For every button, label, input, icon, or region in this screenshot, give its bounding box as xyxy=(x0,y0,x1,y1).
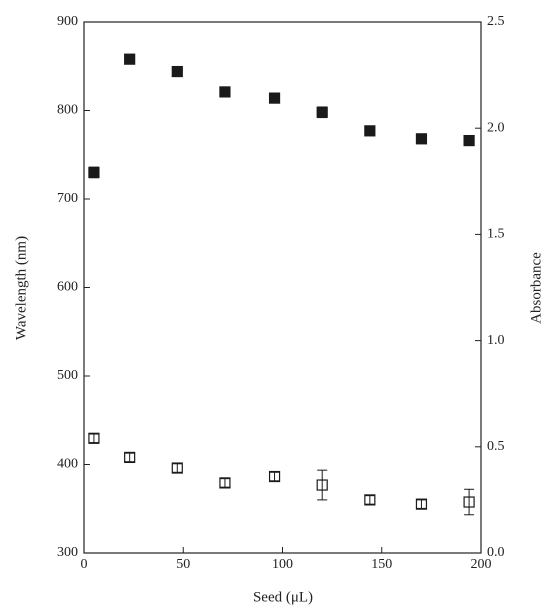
y2-tick-label: 0.0 xyxy=(487,545,505,560)
plot-frame xyxy=(83,21,482,554)
point xyxy=(171,462,183,474)
y2-tick-label: 2.5 xyxy=(487,14,505,29)
point xyxy=(124,451,136,464)
point xyxy=(268,92,281,104)
x-tick-label: 50 xyxy=(176,557,190,572)
y-tick-label: 400 xyxy=(57,457,78,472)
point xyxy=(219,477,231,489)
y-axis-title: Wavelength (nm) xyxy=(13,236,29,340)
y2-tick-label: 1.0 xyxy=(487,333,505,348)
y2-axis-title: Absorbance xyxy=(528,252,544,324)
point xyxy=(463,496,475,508)
y-tick-label: 900 xyxy=(57,14,78,29)
point xyxy=(88,166,100,179)
point xyxy=(415,498,428,510)
x-tick-label: 0 xyxy=(81,557,88,572)
y-tick-label: 800 xyxy=(57,103,78,118)
point xyxy=(364,494,376,506)
x-tick-label: 200 xyxy=(471,557,492,572)
y-tick-label: 700 xyxy=(57,191,78,206)
x-tick-label: 100 xyxy=(272,557,293,572)
point xyxy=(124,53,136,65)
point xyxy=(316,479,328,491)
point xyxy=(415,133,428,145)
y-tick-label: 300 xyxy=(57,545,78,560)
x-tick-label: 150 xyxy=(371,557,392,572)
point xyxy=(364,125,376,137)
y2-tick-label: 0.5 xyxy=(487,439,505,454)
point xyxy=(463,134,475,147)
y2-tick-label: 2.0 xyxy=(487,120,505,135)
point xyxy=(316,106,328,118)
x-axis-title: Seed (μL) xyxy=(253,589,313,605)
point xyxy=(88,432,100,444)
y-tick-label: 500 xyxy=(57,368,78,383)
y2-tick-label: 1.5 xyxy=(487,227,505,242)
point xyxy=(171,65,183,78)
y-tick-label: 600 xyxy=(57,280,78,295)
point xyxy=(268,470,281,483)
point xyxy=(219,86,231,98)
